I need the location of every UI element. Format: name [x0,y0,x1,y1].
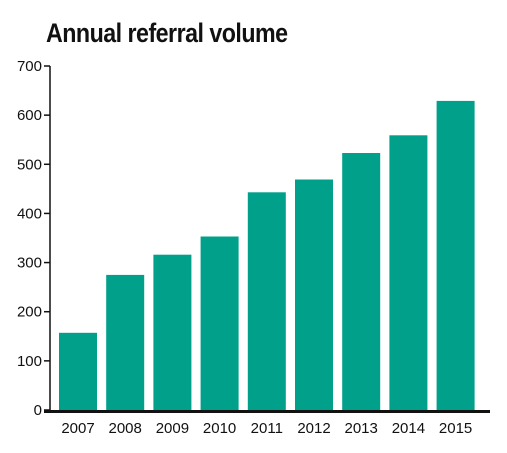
x-tick-label: 2009 [156,420,189,437]
bar-2008 [106,274,145,410]
y-tick-label: 100 [17,353,42,370]
bar-2012 [295,179,333,410]
y-axis: 0 100 200 300 400 500 600 700 [17,58,51,419]
bar-2014 [389,135,428,411]
x-tick-label: 2014 [392,420,425,437]
y-tick-label: 500 [17,156,42,173]
chart-title: Annual referral volume [46,18,288,48]
y-tick-label: 300 [17,255,42,272]
bar-2013 [342,153,381,410]
bar-2009 [153,254,192,410]
x-tick-label: 2015 [439,420,472,437]
x-tick-label: 2013 [345,420,378,437]
bar-2011 [247,192,286,410]
y-tick-label: 0 [34,402,42,419]
y-tick-label: 700 [17,58,42,75]
y-tick-label: 600 [17,107,42,124]
bar-2010 [200,236,239,410]
bar-2007 [59,332,97,410]
x-tick-label: 2011 [251,420,283,437]
y-tick-label: 200 [17,304,42,321]
x-tick-label: 2012 [297,420,330,437]
x-axis: 2007 2008 2009 2010 2011 2012 2013 2014 2015 [44,410,490,437]
x-tick-label: 2007 [61,420,94,437]
y-tick-label: 400 [17,205,42,222]
bar-2015 [436,100,475,411]
bars-layer [59,100,475,411]
x-tick-label: 2008 [109,420,142,437]
x-tick-label: 2010 [203,420,236,437]
